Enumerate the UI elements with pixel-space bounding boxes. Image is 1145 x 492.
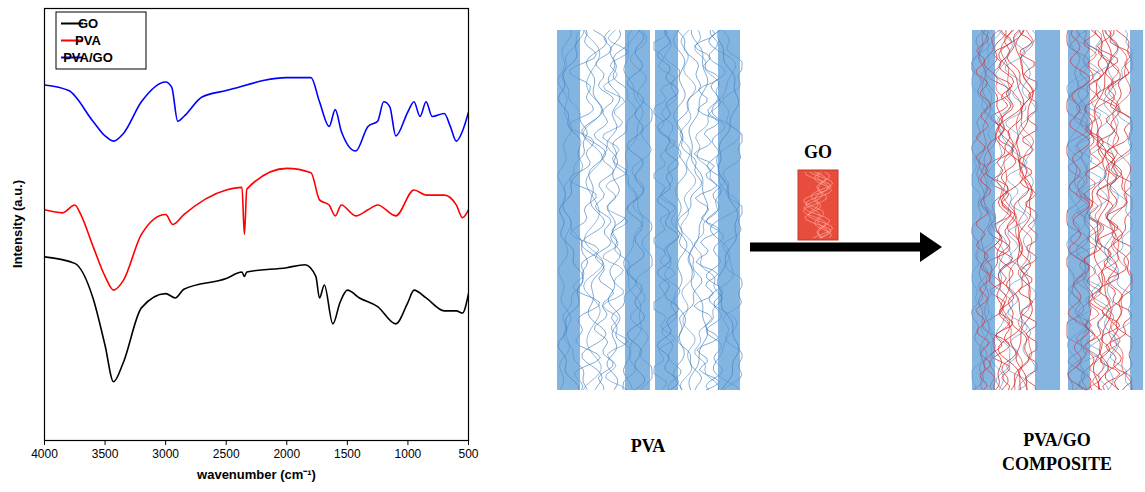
svg-text:PVA: PVA [75,33,101,48]
svg-text:PVA/GOCOMPOSITE: PVA/GOCOMPOSITE [1002,430,1112,474]
svg-text:GO: GO [78,16,98,31]
svg-text:GO: GO [804,142,832,162]
svg-text:3000: 3000 [152,447,179,461]
svg-text:500: 500 [458,447,478,461]
svg-text:2000: 2000 [273,447,300,461]
svg-text:wavenumber (cm⁻¹): wavenumber (cm⁻¹) [196,467,316,482]
svg-text:PVA: PVA [631,436,666,456]
svg-text:3500: 3500 [92,447,119,461]
svg-text:4000: 4000 [31,447,58,461]
svg-text:PVA/GO: PVA/GO [63,50,113,65]
svg-text:1500: 1500 [334,447,361,461]
svg-text:1000: 1000 [395,447,422,461]
svg-text:Intensity (a.u.): Intensity (a.u.) [10,180,25,268]
svg-text:2500: 2500 [213,447,240,461]
